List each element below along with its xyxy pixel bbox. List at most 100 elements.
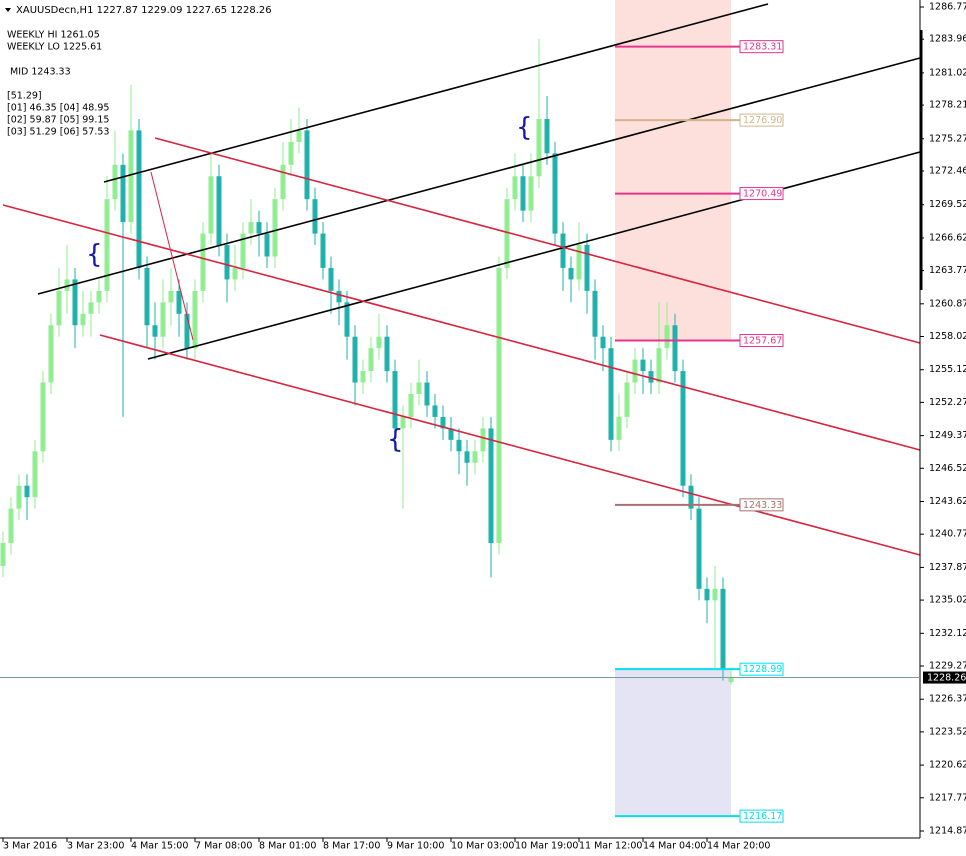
y-tick-label: 1258.02 xyxy=(929,331,966,342)
candle-body xyxy=(408,394,414,417)
candle-body xyxy=(600,336,606,349)
info-line: [03] 51.29 [06] 57.53 xyxy=(7,127,109,138)
candle-body xyxy=(232,267,238,280)
x-tick-label: 7 Mar 08:00 xyxy=(195,841,252,852)
candle-body xyxy=(696,508,702,589)
y-tick-label: 1217.77 xyxy=(929,792,966,803)
y-tick-label: 1278.21 xyxy=(929,100,966,111)
candle-body xyxy=(168,290,174,303)
y-tick-label: 1260.87 xyxy=(929,298,966,309)
candle-body xyxy=(712,588,718,601)
channel-line xyxy=(2,204,921,451)
candle-body xyxy=(672,325,678,372)
candle-body xyxy=(688,485,694,509)
candle-body xyxy=(144,267,150,326)
menu-triangle xyxy=(5,8,11,12)
candle-body xyxy=(96,290,102,303)
candle-body xyxy=(632,359,638,383)
ohlc-high: 1229.09 xyxy=(141,5,182,16)
candle-body xyxy=(648,371,654,383)
level-label-box xyxy=(739,187,784,201)
candle-body xyxy=(336,290,342,303)
y-tick-label: 1272.46 xyxy=(929,165,966,176)
current-price-box xyxy=(923,671,966,684)
candle-body xyxy=(176,290,182,314)
candle-body xyxy=(216,176,222,246)
y-tick-label: 1223.52 xyxy=(929,726,966,737)
candle-body xyxy=(728,677,734,683)
y-tick-label: 1229.27 xyxy=(929,660,966,671)
candle-body xyxy=(136,130,142,268)
x-tick-label: 4 Mar 15:00 xyxy=(131,841,188,852)
candle-body xyxy=(48,325,54,383)
candle-body xyxy=(304,130,310,200)
x-tick-label: 9 Mar 10:00 xyxy=(387,841,444,852)
y-tick-label: 1237.87 xyxy=(929,562,966,573)
channel-line xyxy=(103,3,769,183)
candle-body xyxy=(616,416,622,440)
candle-body xyxy=(464,451,470,463)
candle-body xyxy=(184,313,190,349)
channel-line xyxy=(154,137,921,344)
level-label: 1257.67 xyxy=(743,335,782,346)
level-label-box xyxy=(739,809,784,823)
y-tick-label: 1246.52 xyxy=(929,463,966,474)
current-price-label: 1228.26 xyxy=(927,673,966,684)
candle-body xyxy=(584,245,590,291)
header: XAUUSDecn,H1 1227.87 1229.09 1227.65 122… xyxy=(5,5,272,16)
info-line: [51.29] xyxy=(7,91,42,102)
candle-body xyxy=(416,382,422,395)
candle-body xyxy=(352,336,358,383)
candle-body xyxy=(40,382,46,452)
y-tick-label: 1249.37 xyxy=(929,430,966,441)
candle-body xyxy=(472,451,478,463)
y-tick-label: 1220.62 xyxy=(929,760,966,771)
candle-body xyxy=(576,245,582,280)
candle-body xyxy=(512,176,518,200)
candle-body xyxy=(504,199,510,268)
candle-body xyxy=(8,508,14,544)
channel-line xyxy=(147,151,921,360)
y-tick-label: 1240.77 xyxy=(929,529,966,540)
y-tick-label: 1275.27 xyxy=(929,133,966,144)
candle-body xyxy=(344,302,350,337)
candle-body xyxy=(656,348,662,383)
trend-line xyxy=(150,171,194,341)
brace: { xyxy=(387,425,404,455)
level-label: 1216.17 xyxy=(743,811,782,822)
level-label-box xyxy=(739,40,784,54)
candle-body xyxy=(720,588,726,670)
candle-body xyxy=(552,153,558,234)
candle-body xyxy=(440,416,446,429)
symbol: XAUUSDecn,H1 xyxy=(16,5,93,16)
candle-body xyxy=(624,382,630,417)
candle-body xyxy=(56,290,62,326)
level-label-box xyxy=(739,662,784,676)
candle-body xyxy=(424,382,430,406)
candle-body xyxy=(264,233,270,257)
candle-body xyxy=(328,267,334,291)
candle-body xyxy=(72,279,78,326)
y-tick-label: 1235.02 xyxy=(929,595,966,606)
candle-body xyxy=(200,233,206,291)
candle-body xyxy=(560,233,566,268)
x-tick-label: 11 Mar 12:00 xyxy=(579,841,642,852)
candle-body xyxy=(32,451,38,498)
candle-body xyxy=(528,176,534,211)
candle-body xyxy=(208,176,214,234)
candle-body xyxy=(496,267,502,544)
candle-body xyxy=(112,164,118,200)
candle-body xyxy=(384,336,390,372)
x-tick-label: 3 Mar 23:00 xyxy=(67,841,124,852)
level-label-box xyxy=(739,333,784,347)
candle-body xyxy=(64,279,70,291)
candle-body xyxy=(456,439,462,452)
candle-body xyxy=(256,222,262,234)
candle-body xyxy=(128,130,134,223)
level-label: 1228.99 xyxy=(743,664,782,675)
chart-header: XAUUSDecn,H1 1227.87 1229.09 1227.65 122… xyxy=(16,5,272,16)
x-tick-label: 8 Mar 17:00 xyxy=(323,841,380,852)
level-label-box xyxy=(739,498,784,512)
brace: { xyxy=(516,113,533,143)
